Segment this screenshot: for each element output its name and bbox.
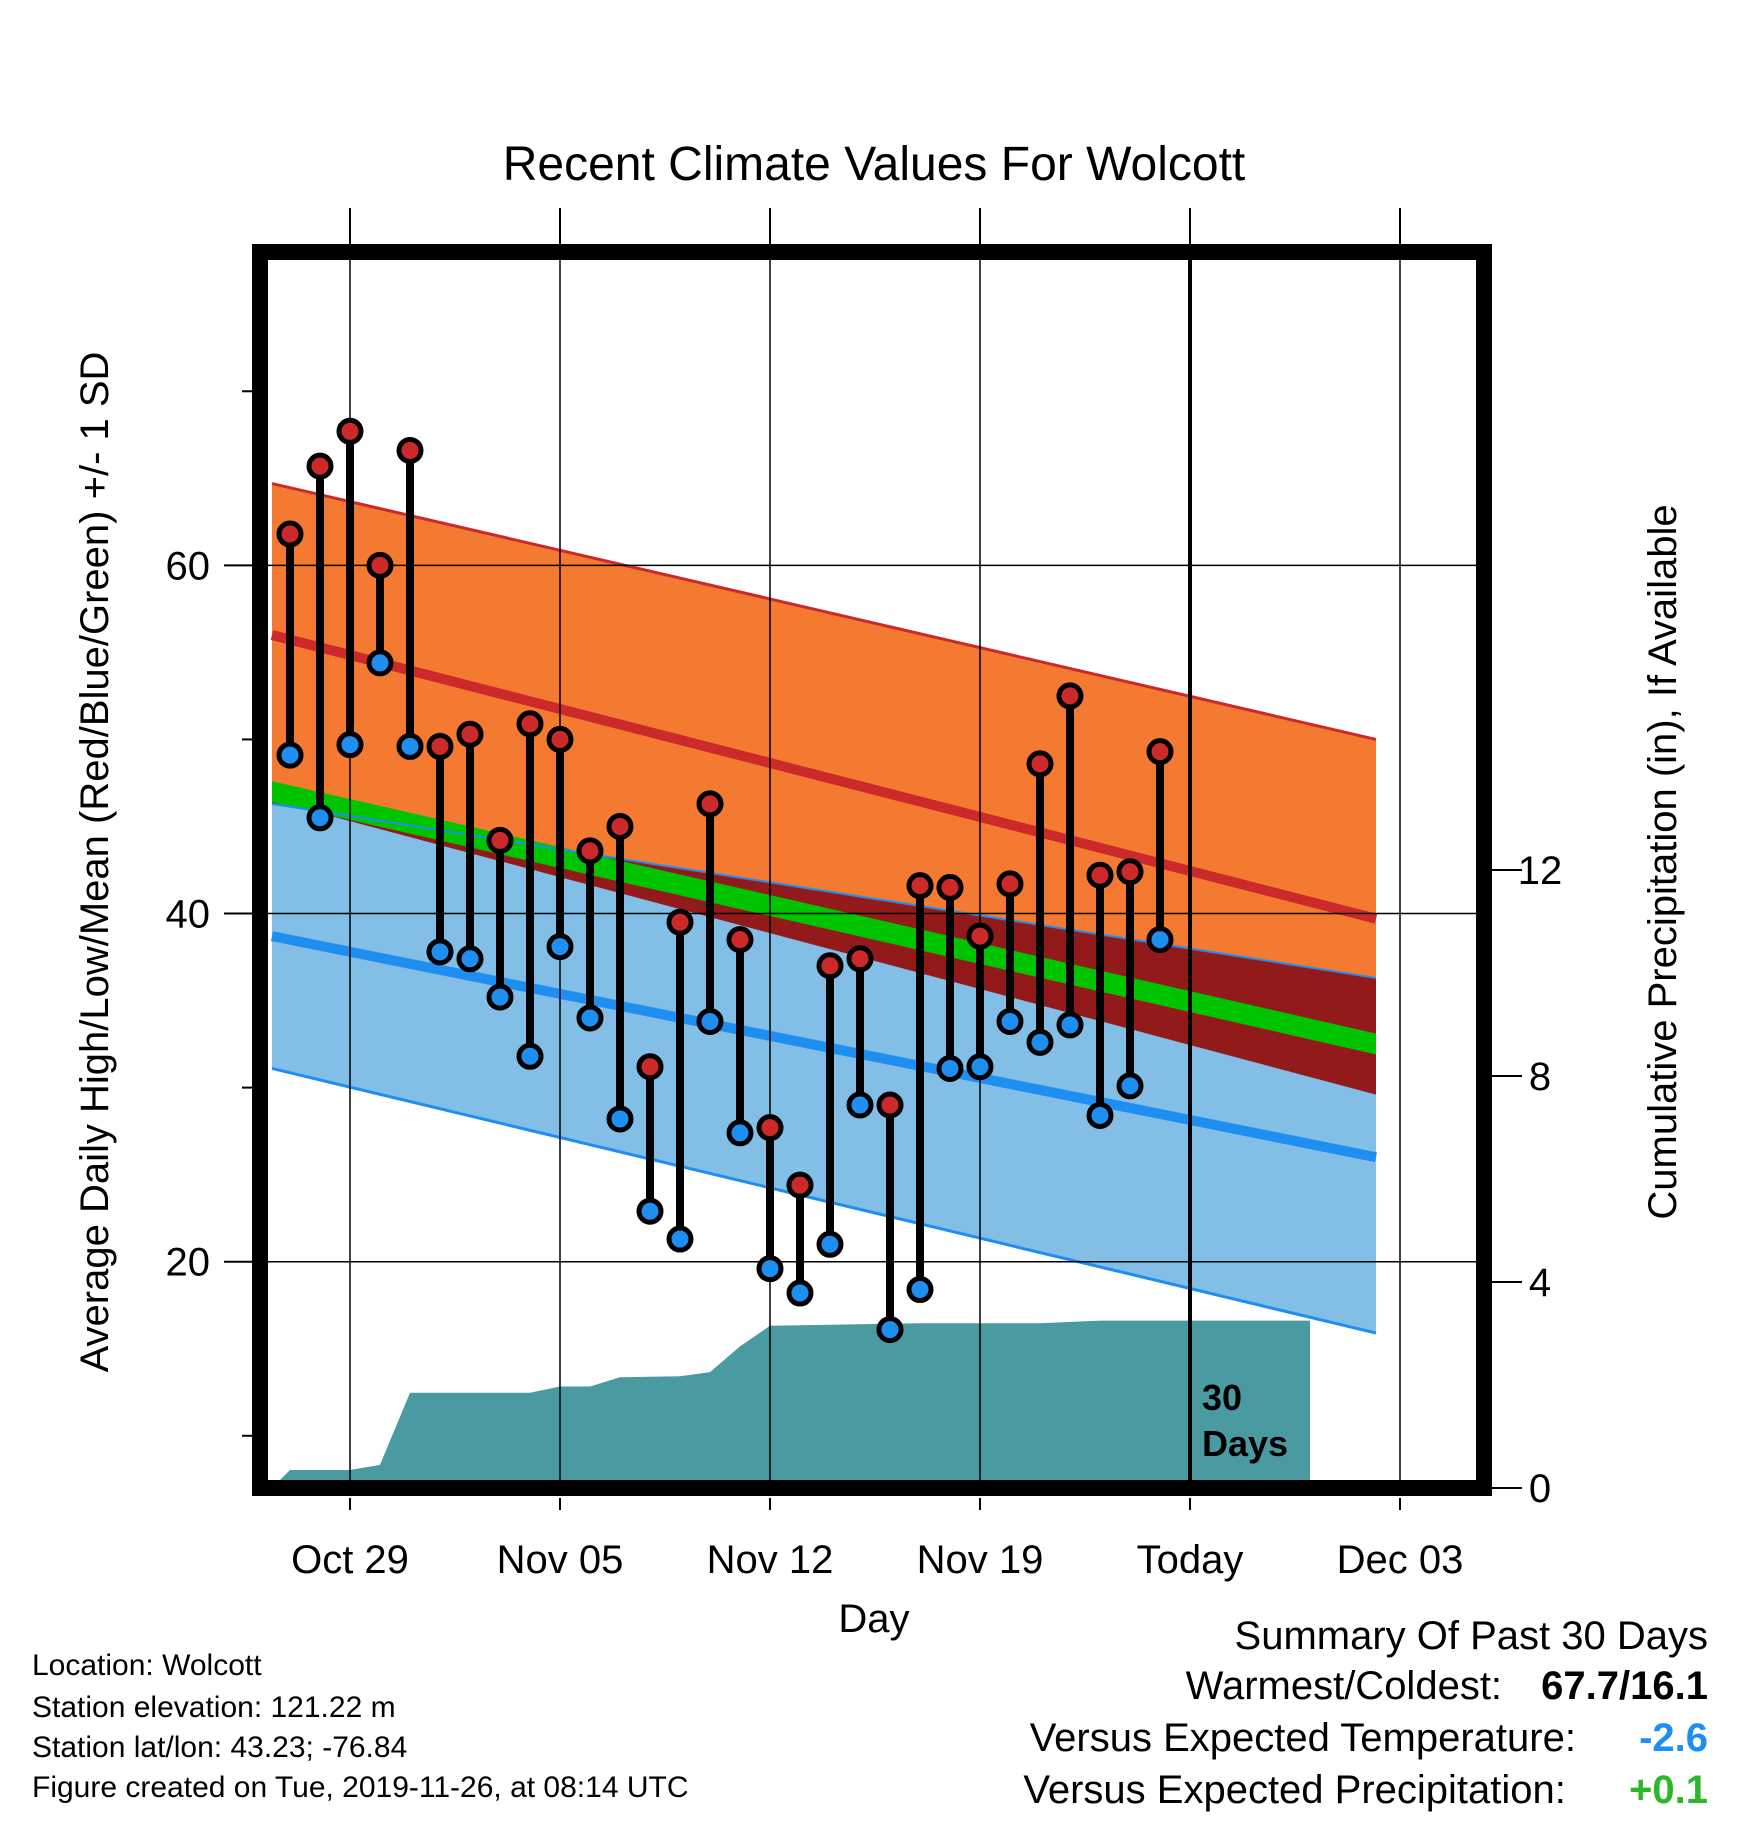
- summary-precip-value: +0.1: [1629, 1768, 1708, 1812]
- daily-high-point: [756, 1114, 784, 1142]
- daily-high-point: [276, 520, 304, 548]
- daily-low-point: [1026, 1028, 1054, 1056]
- y-tick-label-right: 12: [1518, 849, 1563, 893]
- daily-high-point: [996, 870, 1024, 898]
- daily-low-point: [1146, 926, 1174, 954]
- x-tick-label: Oct 29: [291, 1538, 409, 1582]
- daily-high-point: [696, 790, 724, 818]
- today-marker-label: 30: [1202, 1377, 1242, 1418]
- plot-frame: [252, 244, 1492, 1496]
- daily-low-point: [936, 1054, 964, 1082]
- daily-high-point: [786, 1171, 814, 1199]
- daily-high-point: [876, 1091, 904, 1119]
- daily-high-point: [846, 945, 874, 973]
- daily-high-point: [576, 837, 604, 865]
- daily-low-point: [846, 1091, 874, 1119]
- y-tick-label-right: 8: [1529, 1055, 1551, 1099]
- daily-low-point: [636, 1197, 664, 1225]
- daily-low-point: [816, 1230, 844, 1258]
- axes: Oct 29 Nov 05 Nov 12 Nov 19 Today Dec 0320406…: [166, 208, 1563, 1582]
- daily-low-point: [606, 1105, 634, 1133]
- y-tick-label-left: 60: [166, 544, 211, 588]
- today-marker-label: Days: [1202, 1423, 1288, 1464]
- daily-low-point: [426, 938, 454, 966]
- daily-low-point: [336, 731, 364, 759]
- daily-high-point: [516, 710, 544, 738]
- daily-low-point: [576, 1004, 604, 1032]
- daily-high-point: [936, 873, 964, 901]
- x-tick-label: Nov 12: [707, 1538, 834, 1582]
- daily-high-point: [456, 720, 484, 748]
- daily-low-point: [876, 1316, 904, 1344]
- summary-warm-cold: Warmest/Coldest: 67.7/16.1: [1186, 1664, 1708, 1709]
- daily-high-point: [966, 922, 994, 950]
- daily-high-point: [1146, 738, 1174, 766]
- x-axis-label: Day: [838, 1597, 909, 1641]
- daily-low-point: [906, 1276, 934, 1304]
- x-tick-label: Dec 03: [1337, 1538, 1464, 1582]
- daily-low-point: [516, 1042, 544, 1070]
- daily-high-point: [486, 826, 514, 854]
- daily-high-point: [1086, 861, 1114, 889]
- cumulative-precip-area: [272, 1320, 1310, 1488]
- daily-high-point: [726, 926, 754, 954]
- daily-low-point: [756, 1255, 784, 1283]
- daily-high-point: [426, 732, 454, 760]
- y-axis-label-right: Cumulative Precipitation (in), If Availa…: [1641, 504, 1685, 1219]
- daily-low-point: [1056, 1011, 1084, 1039]
- daily-low-point: [1086, 1101, 1114, 1129]
- daily-high-point: [1056, 682, 1084, 710]
- daily-high-point: [366, 551, 394, 579]
- daily-low-point: [966, 1053, 994, 1081]
- plot-area: 30 Days: [260, 252, 1484, 1488]
- y-tick-label-left: 20: [166, 1241, 211, 1285]
- daily-low-point: [1116, 1072, 1144, 1100]
- y-tick-label-right: 0: [1529, 1467, 1551, 1511]
- daily-low-point: [666, 1225, 694, 1253]
- daily-high-point: [336, 417, 364, 445]
- summary-warm-cold-label: Warmest/Coldest:: [1185, 1664, 1503, 1708]
- daily-high-point: [666, 908, 694, 936]
- y-axis-label-left: Average Daily High/Low/Mean (Red/Blue/Gr…: [73, 352, 117, 1373]
- summary-temp-departure: Versus Expected Temperature: -2.6: [1030, 1716, 1708, 1761]
- daily-low-point: [786, 1279, 814, 1307]
- daily-low-point: [396, 732, 424, 760]
- y-tick-label-right: 4: [1529, 1261, 1551, 1305]
- daily-high-point: [396, 436, 424, 464]
- x-tick-label: Nov 19: [917, 1538, 1044, 1582]
- overlap-band: [272, 800, 1376, 1095]
- summary-precip-label: Versus Expected Precipitation:: [1023, 1768, 1566, 1812]
- daily-high-point: [606, 812, 634, 840]
- daily-low-point: [996, 1007, 1024, 1035]
- daily-high-point: [906, 872, 934, 900]
- daily-low-point: [276, 741, 304, 769]
- info-location: Location: Wolcott: [32, 1649, 262, 1682]
- daily-low-point: [366, 649, 394, 677]
- daily-high-point: [546, 725, 574, 753]
- daily-low-point: [306, 804, 334, 832]
- daily-low-point: [486, 983, 514, 1011]
- daily-high-point: [1026, 750, 1054, 778]
- info-elevation: Station elevation: 121.22 m: [32, 1691, 396, 1724]
- daily-low-point: [696, 1007, 724, 1035]
- daily-high-point: [1116, 858, 1144, 886]
- daily-low-point: [456, 945, 484, 973]
- info-created: Figure created on Tue, 2019-11-26, at 08…: [32, 1771, 689, 1804]
- daily-low-point: [726, 1119, 754, 1147]
- summary-temp-label: Versus Expected Temperature:: [1029, 1716, 1576, 1760]
- info-latlon: Station lat/lon: 43.23; -76.84: [32, 1731, 408, 1764]
- summary-title: Summary Of Past 30 Days: [1234, 1614, 1708, 1658]
- y-tick-label-left: 40: [166, 893, 211, 937]
- daily-high-point: [636, 1053, 664, 1081]
- daily-high-point: [306, 452, 334, 480]
- daily-low-point: [546, 933, 574, 961]
- x-tick-label: Nov 05: [497, 1538, 624, 1582]
- summary-temp-value: -2.6: [1639, 1716, 1708, 1760]
- summary-precip-departure: Versus Expected Precipitation: +0.1: [1023, 1768, 1708, 1813]
- chart-title: Recent Climate Values For Wolcott: [503, 138, 1246, 191]
- x-tick-label: Today: [1137, 1538, 1244, 1582]
- daily-high-point: [816, 952, 844, 980]
- summary-warm-cold-value: 67.7/16.1: [1541, 1664, 1708, 1708]
